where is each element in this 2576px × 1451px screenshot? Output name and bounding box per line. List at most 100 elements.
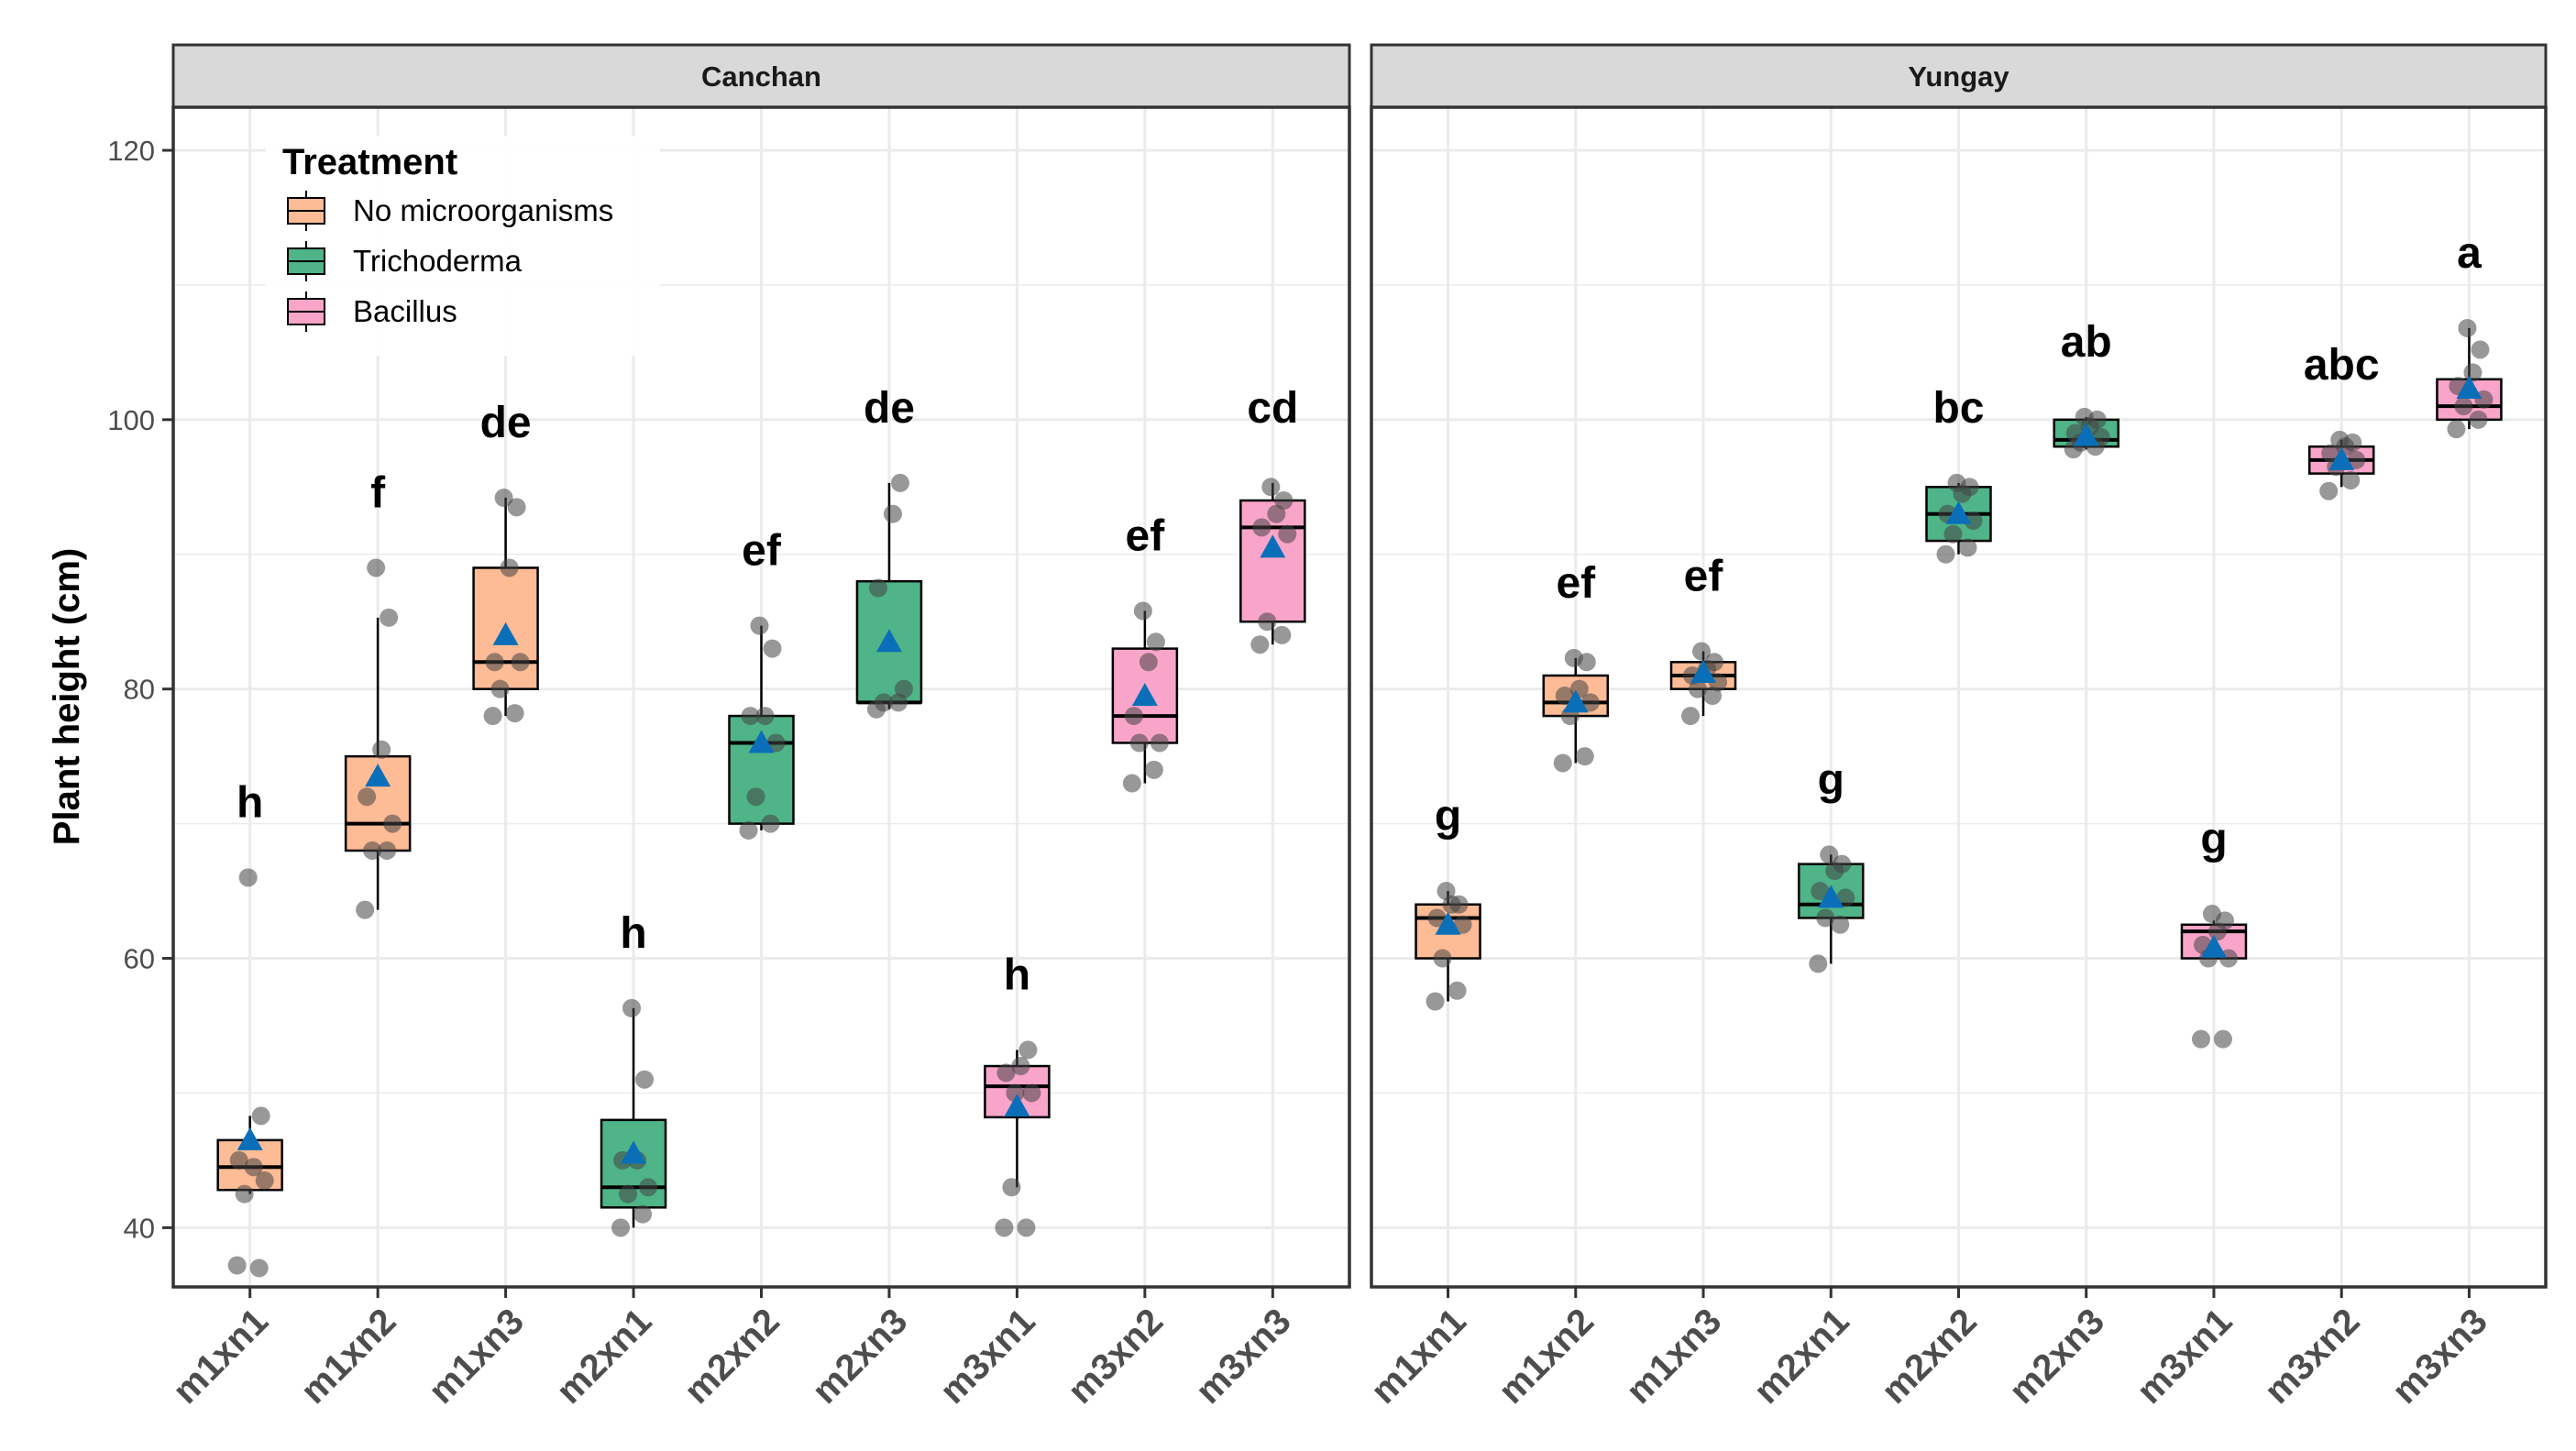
- data-point: [1150, 733, 1169, 753]
- data-point: [1575, 747, 1594, 766]
- facet-strip: [1370, 43, 2548, 109]
- significance-label: ef: [1556, 559, 1596, 608]
- legend-item: Trichoderma: [287, 241, 523, 281]
- data-point: [1272, 625, 1292, 644]
- data-point: [2191, 1029, 2210, 1049]
- y-axis-label: Plant height (cm): [47, 548, 87, 845]
- data-point: [380, 608, 399, 627]
- significance-label: abc: [2304, 341, 2380, 390]
- x-tick-label: m2xn2: [677, 1301, 787, 1412]
- data-point: [2319, 481, 2339, 500]
- x-tick-label: m1xn2: [1491, 1301, 1602, 1412]
- data-point: [227, 1256, 247, 1275]
- data-point: [507, 498, 526, 517]
- mean-marker: [1562, 689, 1589, 713]
- mean-marker: [1131, 683, 1158, 707]
- x-tick-label: m3xn3: [2384, 1301, 2495, 1412]
- x-tick-label: m1xn2: [293, 1301, 404, 1412]
- mean-marker: [1945, 500, 1972, 524]
- data-point: [1437, 882, 1456, 901]
- x-tick-label: m2xn2: [1874, 1301, 1985, 1412]
- significance-label: de: [480, 399, 532, 447]
- data-point: [511, 653, 530, 672]
- data-point: [2469, 410, 2488, 429]
- data-point: [1139, 653, 1158, 672]
- data-point: [378, 841, 397, 860]
- significance-label: h: [1004, 951, 1030, 999]
- box-m1xn2: f: [344, 468, 412, 919]
- significance-label: g: [2200, 815, 2227, 863]
- data-point: [1011, 1057, 1030, 1076]
- data-point: [483, 707, 502, 726]
- x-tick-label: m3xn1: [932, 1301, 1043, 1412]
- x-tick-label: m3xn3: [1188, 1301, 1299, 1412]
- panel-yungay: Yungay g m1xn1 ef m1xn2 ef m1xn3 g m2xn1 bc m2xn2 a…: [1363, 43, 2548, 1412]
- data-point: [741, 707, 760, 726]
- data-point: [1553, 753, 1572, 773]
- data-point: [235, 1184, 254, 1204]
- data-point: [485, 653, 504, 672]
- legend-item: No microorganisms: [287, 191, 613, 231]
- box-m3xn1: h: [984, 951, 1051, 1237]
- data-point: [2202, 905, 2221, 924]
- legend-title: Treatment: [282, 142, 457, 182]
- significance-label: de: [864, 384, 915, 433]
- data-point: [500, 558, 519, 577]
- box-m2xn3: ab: [2053, 318, 2119, 459]
- data-point: [490, 679, 510, 698]
- data-point: [1831, 915, 1850, 934]
- data-point: [2347, 450, 2366, 469]
- y-tick-label: 80: [124, 674, 155, 706]
- x-tick-label: m2xn3: [2001, 1301, 2112, 1412]
- box-m1xn1: g: [1415, 792, 1481, 1011]
- data-point: [356, 900, 375, 919]
- data-point: [1022, 1083, 1041, 1103]
- data-point: [2458, 318, 2477, 337]
- data-point: [868, 578, 887, 598]
- legend-label: Bacillus: [353, 294, 457, 328]
- data-point: [761, 814, 780, 833]
- data-point: [1947, 473, 1966, 492]
- data-point: [1580, 693, 1600, 712]
- box-m3xn2: abc: [2304, 341, 2380, 500]
- data-point: [2447, 420, 2466, 439]
- data-point: [2463, 363, 2482, 382]
- data-point: [2321, 444, 2340, 463]
- y-tick-label: 120: [107, 135, 155, 167]
- box-m3xn3: a: [2436, 229, 2503, 439]
- data-point: [1133, 601, 1152, 621]
- data-point: [1017, 1218, 1036, 1237]
- y-tick-label: 100: [107, 404, 155, 436]
- data-point: [1816, 908, 1835, 928]
- data-point: [1002, 1178, 1021, 1197]
- facet-title: Yungay: [1908, 60, 2009, 93]
- data-point: [1811, 882, 1830, 901]
- significance-label: g: [1818, 755, 1844, 804]
- significance-label: ef: [1684, 552, 1724, 600]
- x-tick-label: m1xn1: [165, 1301, 276, 1412]
- mean-marker: [1004, 1094, 1030, 1117]
- data-point: [996, 1063, 1016, 1083]
- significance-label: ef: [1126, 511, 1166, 560]
- data-point: [1129, 733, 1149, 753]
- panel-border: [1370, 105, 2548, 1289]
- data-point: [244, 1158, 263, 1177]
- data-point: [1709, 673, 1728, 692]
- mean-marker: [2328, 446, 2355, 470]
- data-point: [874, 693, 893, 712]
- data-point: [1258, 612, 1277, 632]
- facet-strip: [171, 43, 1351, 109]
- data-point: [611, 1218, 631, 1237]
- significance-label: bc: [1932, 384, 1984, 433]
- data-point: [1250, 635, 1270, 654]
- data-point: [1426, 992, 1445, 1011]
- x-tick-label: m3xn1: [2130, 1301, 2240, 1412]
- data-point: [1267, 504, 1286, 523]
- data-point: [505, 704, 524, 723]
- box-m3xn1: g: [2180, 815, 2248, 1049]
- mean-marker: [492, 621, 519, 645]
- data-point: [622, 998, 642, 1017]
- mean-marker: [1260, 534, 1286, 558]
- data-point: [249, 1259, 269, 1278]
- data-point: [1278, 524, 1297, 544]
